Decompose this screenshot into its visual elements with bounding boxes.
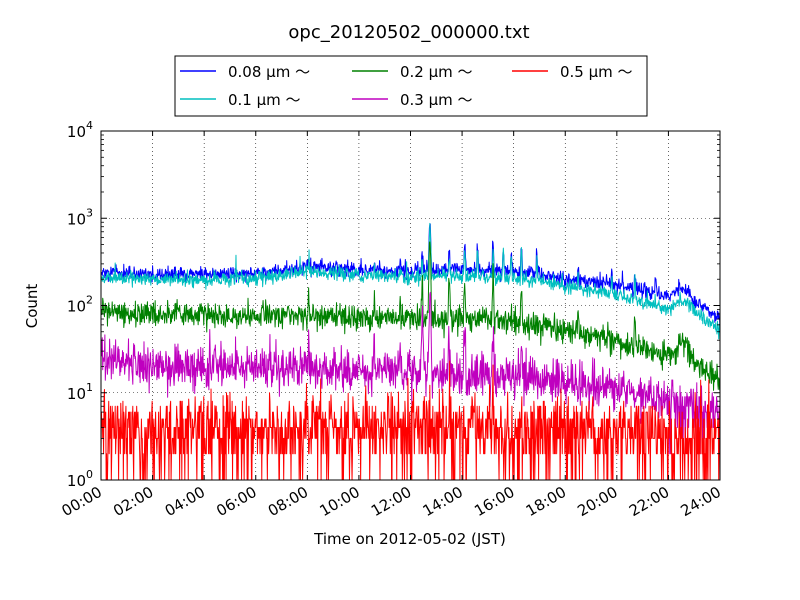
series-line-0: [100, 223, 721, 329]
x-tick-label: 24:00: [678, 483, 724, 520]
x-tick-label: 22:00: [626, 483, 672, 520]
legend-items: 0.08 μm ～ 0.1 μm ～ 0.2 μm ～ 0.3 μm ～ 0.5 μm …: [180, 63, 633, 109]
x-tick-label: 16:00: [471, 483, 517, 520]
series-layer: [100, 222, 721, 481]
legend-box: [174, 55, 648, 117]
x-tick-label: 10:00: [316, 483, 362, 520]
series-line-2: [100, 241, 721, 391]
x-tick-label: 18:00: [523, 483, 569, 520]
series-line-3: [100, 291, 721, 455]
y-tick-label: 101: [67, 381, 93, 403]
legend-label-1: 0.1 μm ～: [228, 91, 301, 109]
legend-label-0: 0.08 μm ～: [228, 63, 310, 81]
x-tick-label: 02:00: [110, 483, 156, 520]
legend: 0.08 μm ～ 0.1 μm ～ 0.2 μm ～ 0.3 μm ～ 0.5 μm …: [174, 55, 648, 117]
x-tick-label: 14:00: [420, 483, 466, 520]
x-axis-label: Time on 2012-05-02 (JST): [313, 530, 506, 548]
legend-label-2: 0.2 μm ～: [400, 63, 473, 81]
legend-label-4: 0.5 μm ～: [560, 63, 633, 81]
series-line-1: [100, 222, 721, 340]
x-tick-label: 12:00: [368, 483, 414, 520]
plot-area: [100, 130, 721, 481]
y-tick-label: 104: [67, 119, 93, 141]
x-tick-label: 04:00: [162, 483, 208, 520]
legend-label-3: 0.3 μm ～: [400, 91, 473, 109]
x-tick-label: 06:00: [213, 483, 259, 520]
y-tick-label: 102: [67, 294, 93, 316]
y-tick-label: 100: [67, 468, 93, 490]
x-tick-labels: 00:00 02:00 04:00 06:00 08:00 10:00 12:00 14:00…: [59, 483, 724, 520]
chart-title: opc_20120502_000000.txt: [288, 22, 529, 43]
y-tick-labels: 100 101 102 103 104: [67, 119, 93, 490]
plot-frame: [100, 130, 721, 481]
y-tick-label: 103: [67, 206, 93, 228]
y-axis-label: Count: [23, 284, 41, 329]
x-tick-label: 08:00: [265, 483, 311, 520]
x-tick-label: 20:00: [574, 483, 620, 520]
